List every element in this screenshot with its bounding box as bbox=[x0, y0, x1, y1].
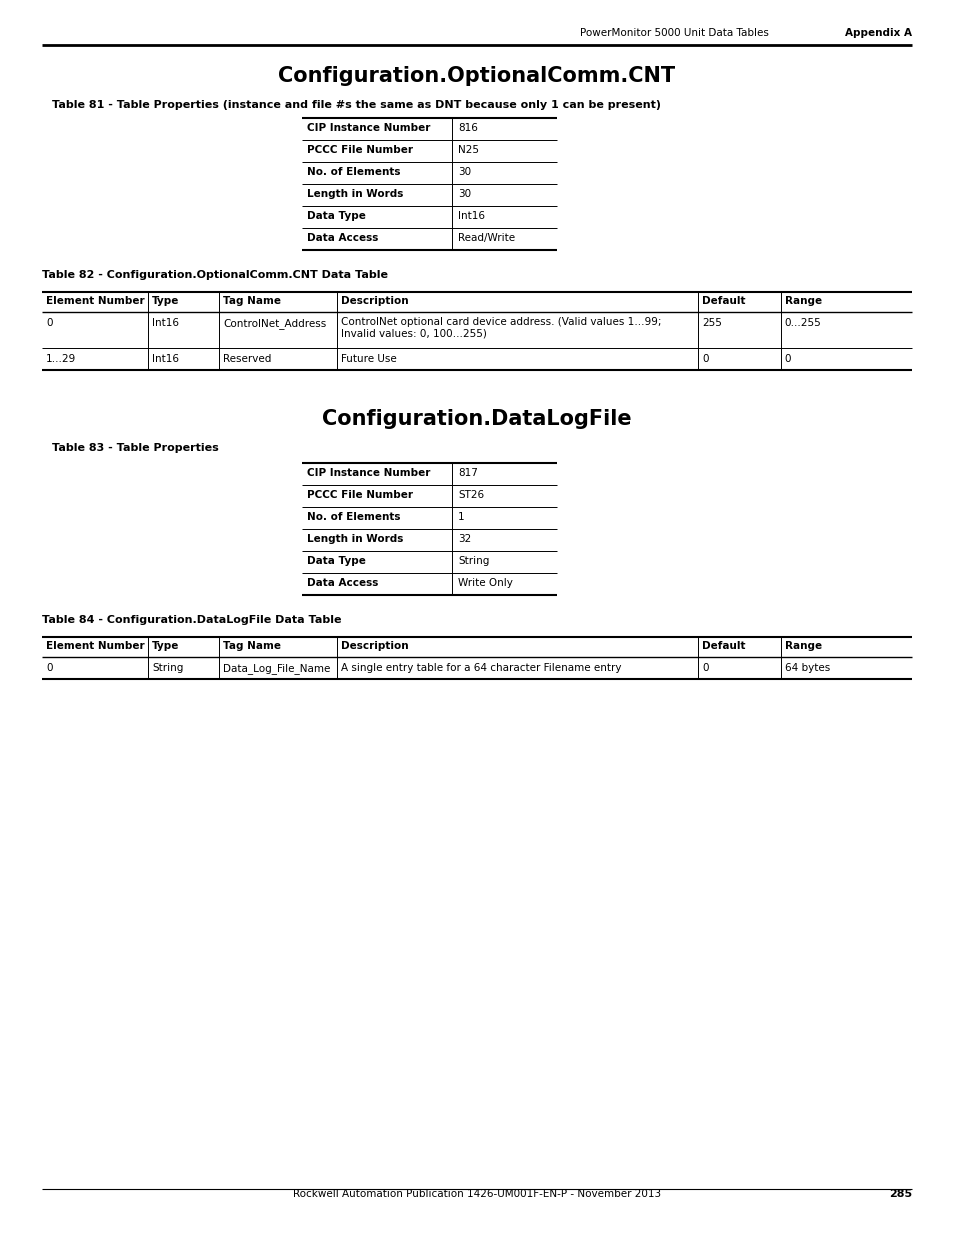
Text: 255: 255 bbox=[701, 317, 721, 329]
Text: ST26: ST26 bbox=[457, 490, 483, 500]
Text: 816: 816 bbox=[457, 124, 477, 133]
Text: PCCC File Number: PCCC File Number bbox=[307, 490, 413, 500]
Text: Element Number: Element Number bbox=[46, 641, 145, 651]
Text: 32: 32 bbox=[457, 534, 471, 543]
Text: Configuration.DataLogFile: Configuration.DataLogFile bbox=[322, 409, 631, 429]
Text: String: String bbox=[152, 663, 183, 673]
Text: Read/Write: Read/Write bbox=[457, 233, 515, 243]
Text: Data Type: Data Type bbox=[307, 556, 366, 566]
Text: Range: Range bbox=[783, 641, 821, 651]
Text: Type: Type bbox=[152, 641, 179, 651]
Text: 817: 817 bbox=[457, 468, 477, 478]
Text: ControlNet_Address: ControlNet_Address bbox=[223, 317, 326, 329]
Text: 0: 0 bbox=[701, 663, 708, 673]
Text: Reserved: Reserved bbox=[223, 354, 272, 364]
Text: Table 84 - Configuration.DataLogFile Data Table: Table 84 - Configuration.DataLogFile Dat… bbox=[42, 615, 341, 625]
Text: String: String bbox=[457, 556, 489, 566]
Text: Length in Words: Length in Words bbox=[307, 534, 403, 543]
Text: CIP Instance Number: CIP Instance Number bbox=[307, 124, 430, 133]
Text: Int16: Int16 bbox=[152, 354, 179, 364]
Text: Data Access: Data Access bbox=[307, 578, 378, 588]
Text: 1: 1 bbox=[457, 513, 464, 522]
Text: Tag Name: Tag Name bbox=[223, 296, 281, 306]
Text: Data Access: Data Access bbox=[307, 233, 378, 243]
Text: CIP Instance Number: CIP Instance Number bbox=[307, 468, 430, 478]
Text: 1…29: 1…29 bbox=[46, 354, 76, 364]
Text: Data_Log_File_Name: Data_Log_File_Name bbox=[223, 663, 331, 674]
Text: 0: 0 bbox=[701, 354, 708, 364]
Text: Element Number: Element Number bbox=[46, 296, 145, 306]
Text: ControlNet optional card device address. (Valid values 1…99;: ControlNet optional card device address.… bbox=[340, 317, 660, 327]
Text: Length in Words: Length in Words bbox=[307, 189, 403, 199]
Text: Table 82 - Configuration.OptionalComm.CNT Data Table: Table 82 - Configuration.OptionalComm.CN… bbox=[42, 270, 388, 280]
Text: Appendix A: Appendix A bbox=[844, 28, 911, 38]
Text: 0: 0 bbox=[46, 317, 52, 329]
Text: Int16: Int16 bbox=[457, 211, 484, 221]
Text: 0: 0 bbox=[46, 663, 52, 673]
Text: No. of Elements: No. of Elements bbox=[307, 513, 400, 522]
Text: Default: Default bbox=[701, 296, 744, 306]
Text: Int16: Int16 bbox=[152, 317, 179, 329]
Text: Table 83 - Table Properties: Table 83 - Table Properties bbox=[52, 443, 218, 453]
Text: Type: Type bbox=[152, 296, 179, 306]
Text: N25: N25 bbox=[457, 144, 478, 156]
Text: Write Only: Write Only bbox=[457, 578, 513, 588]
Text: No. of Elements: No. of Elements bbox=[307, 167, 400, 177]
Text: 285: 285 bbox=[888, 1189, 911, 1199]
Text: Description: Description bbox=[340, 641, 408, 651]
Text: Future Use: Future Use bbox=[340, 354, 396, 364]
Text: 0: 0 bbox=[783, 354, 790, 364]
Text: Default: Default bbox=[701, 641, 744, 651]
Text: 30: 30 bbox=[457, 189, 471, 199]
Text: Description: Description bbox=[340, 296, 408, 306]
Text: Configuration.OptionalComm.CNT: Configuration.OptionalComm.CNT bbox=[278, 65, 675, 86]
Text: 30: 30 bbox=[457, 167, 471, 177]
Text: Tag Name: Tag Name bbox=[223, 641, 281, 651]
Text: 0…255: 0…255 bbox=[783, 317, 821, 329]
Text: Invalid values: 0, 100…255): Invalid values: 0, 100…255) bbox=[340, 329, 486, 338]
Text: Data Type: Data Type bbox=[307, 211, 366, 221]
Text: PowerMonitor 5000 Unit Data Tables: PowerMonitor 5000 Unit Data Tables bbox=[579, 28, 768, 38]
Text: PCCC File Number: PCCC File Number bbox=[307, 144, 413, 156]
Text: A single entry table for a 64 character Filename entry: A single entry table for a 64 character … bbox=[340, 663, 620, 673]
Text: Range: Range bbox=[783, 296, 821, 306]
Text: Rockwell Automation Publication 1426-UM001F-EN-P - November 2013: Rockwell Automation Publication 1426-UM0… bbox=[293, 1189, 660, 1199]
Text: Table 81 - Table Properties (instance and file #s the same as DNT because only 1: Table 81 - Table Properties (instance an… bbox=[52, 100, 660, 110]
Text: 64 bytes: 64 bytes bbox=[783, 663, 829, 673]
